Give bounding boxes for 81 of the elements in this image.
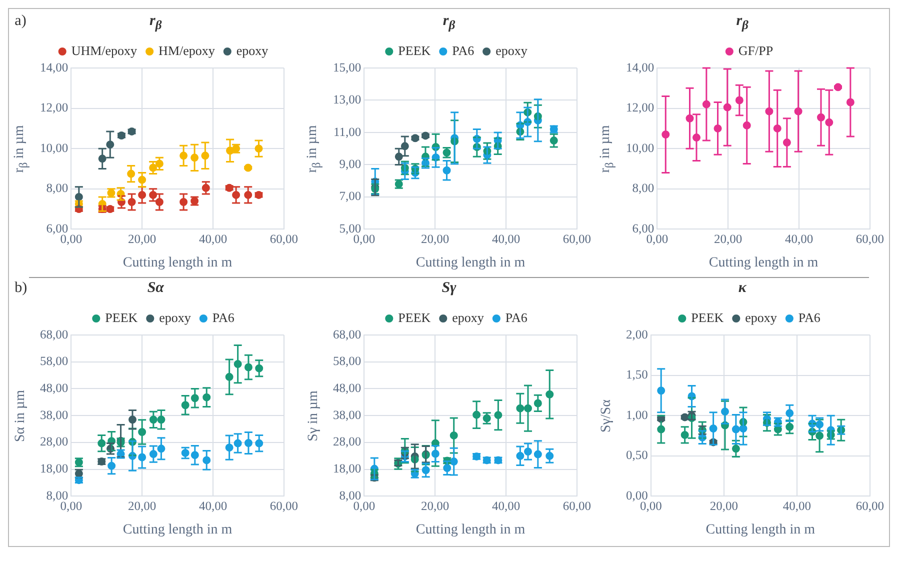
text: a) (14, 13, 26, 30)
y-axis-title: Sα in µm (12, 390, 29, 442)
y-tick-label: 9,00 (339, 157, 362, 171)
y-tick-label: 13,00 (332, 92, 362, 107)
y-axis-title: Sγ in µm (306, 390, 322, 442)
legend-label: PEEK (691, 310, 725, 325)
chart-title: r$_{β}$ (442, 13, 456, 32)
y-tick-label: 48,00 (40, 381, 68, 396)
y-tick-label: 68,00 (332, 327, 362, 342)
y-tick-label: 10,00 (626, 140, 654, 155)
x-tick-label: 40,00 (198, 498, 227, 513)
y-tick-label: 12,00 (40, 100, 68, 115)
y-tick-label: 1,50 (626, 368, 648, 382)
y-tick-label: 0,50 (626, 448, 648, 462)
x-axis-title: Cutting length in m (706, 522, 816, 538)
legend-label: epoxy (452, 310, 484, 325)
chart-title: κ (738, 280, 746, 296)
x-tick-label: 20,00 (714, 232, 742, 246)
legend-label: PA6 (212, 310, 235, 325)
x-axis-title: Cutting length in m (122, 522, 232, 538)
legend-label: GF/PP (738, 42, 774, 58)
x-tick-label: 20,00 (128, 232, 156, 246)
legend-label: UHM/epoxy (71, 42, 138, 58)
x-tick-label: 60,00 (562, 498, 591, 513)
y-tick-label: 2,00 (626, 327, 648, 342)
legend-label: epoxy (745, 310, 778, 325)
x-tick-label: 60,00 (270, 498, 298, 513)
y-tick-label: 0,00 (626, 488, 648, 502)
legend-label: PEEK (104, 310, 138, 325)
legend-label: HM/epoxy (158, 42, 216, 58)
y-tick-label: 28,00 (40, 434, 68, 449)
y-axis-title: Sγ/Sα (599, 399, 616, 432)
legend-label: PA6 (798, 310, 822, 325)
x-tick-label: 60,00 (270, 232, 298, 246)
y-tick-label: 18,00 (332, 462, 362, 476)
y-tick-label: 14,00 (626, 60, 654, 74)
chart-title: Sγ (442, 280, 456, 296)
chart-title: r$_{β}$ (150, 13, 162, 32)
y-tick-label: 58,00 (332, 354, 362, 368)
x-tick-label: 20,00 (710, 498, 738, 513)
chart-title: Sα (147, 280, 164, 296)
legend-label: epoxy (236, 42, 268, 58)
chart-title: r$_{β}$ (736, 13, 748, 32)
y-tick-label: 12,00 (626, 100, 654, 115)
y-tick-label: 28,00 (332, 434, 362, 449)
x-tick-label: 40,00 (198, 232, 227, 246)
y-tick-label: 18,00 (40, 462, 68, 476)
text: b) (14, 280, 28, 297)
y-tick-label: 38,00 (332, 408, 362, 422)
legend-label: PA6 (505, 310, 528, 325)
y-tick-label: 11,00 (333, 124, 362, 139)
x-tick-label: 40,00 (492, 498, 520, 513)
x-tick-label: 20,00 (420, 232, 450, 246)
y-tick-label: 14,00 (40, 60, 68, 74)
x-tick-label: 60,00 (856, 232, 884, 246)
y-tick-label: 48,00 (332, 381, 362, 396)
y-tick-label: 1,00 (626, 408, 648, 422)
legend-label: PEEK (398, 310, 432, 325)
legend-label: PA6 (452, 42, 475, 58)
x-axis-title: Cutting length in m (122, 255, 232, 270)
y-tick-label: 58,00 (40, 354, 68, 368)
y-tick-label: 8,00 (632, 181, 654, 196)
x-tick-label: 60,00 (562, 232, 591, 246)
y-tick-label: 8,00 (46, 181, 68, 196)
x-tick-label: 40,00 (492, 232, 520, 246)
y-tick-label: 10,00 (40, 140, 68, 155)
x-tick-label: 20,00 (128, 498, 156, 513)
x-axis-title: Cutting length in m (709, 255, 819, 270)
x-axis-title: Cutting length in m (416, 522, 526, 538)
y-tick-label: 38,00 (40, 408, 68, 422)
x-tick-label: 60,00 (856, 498, 884, 513)
legend-label: epoxy (158, 310, 192, 325)
x-tick-label: 40,00 (785, 232, 814, 246)
legend-label: PEEK (398, 42, 432, 58)
y-tick-label: 7,00 (339, 189, 362, 204)
x-axis-title: Cutting length in m (416, 255, 526, 270)
y-tick-label: 15,00 (332, 60, 362, 74)
x-tick-label: 20,00 (420, 498, 450, 513)
x-tick-label: 40,00 (783, 498, 812, 513)
legend-label: epoxy (496, 42, 528, 58)
y-tick-label: 68,00 (40, 327, 68, 342)
